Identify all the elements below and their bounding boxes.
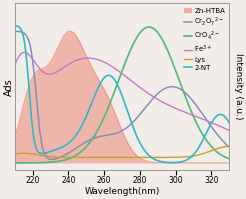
Legend: Zn-HTBA, Cr$_2$O$_7$$^{2-}$, CrO$_4$$^{2-}$, Fe$^{3+}$, Lys, 2-NT: Zn-HTBA, Cr$_2$O$_7$$^{2-}$, CrO$_4$$^{2… <box>181 5 228 73</box>
X-axis label: Wavelength(nm): Wavelength(nm) <box>84 186 160 196</box>
Y-axis label: Ads: Ads <box>3 78 14 96</box>
Y-axis label: Intensity (a.u.): Intensity (a.u.) <box>233 53 243 120</box>
